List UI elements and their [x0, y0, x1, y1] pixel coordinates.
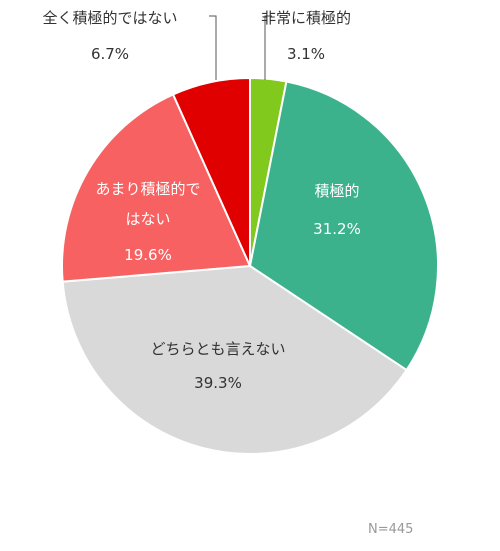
slice-value-positive: 31.2%: [313, 220, 361, 238]
slice-label-not-very-line2: はない: [125, 210, 171, 228]
slice-label-neutral: どちらとも言えない: [150, 340, 286, 358]
slice-not-at-all-positive: [171, 76, 251, 267]
leader-line-very-positive: [264, 15, 272, 80]
slice-value-very-positive: 3.1%: [286, 45, 326, 63]
slice-positive: [248, 80, 439, 372]
leader-line-not-at-all: [209, 15, 217, 80]
slice-value-not-very: 19.6%: [124, 246, 172, 264]
slice-label-positive: 積極的: [314, 182, 360, 200]
slice-value-not-at-all: 6.7%: [90, 45, 130, 63]
slice-value-neutral: 39.3%: [194, 374, 242, 392]
slice-label-not-very-line1: あまり積極的で: [95, 180, 201, 198]
sample-size-note: N=445: [368, 522, 414, 537]
slice-neutral: [61, 264, 408, 455]
slice-not-very-positive: [61, 93, 252, 283]
slice-label-not-at-all: 全く積極的ではない: [42, 9, 178, 27]
slice-label-very-positive: 非常に積極的: [260, 9, 352, 27]
